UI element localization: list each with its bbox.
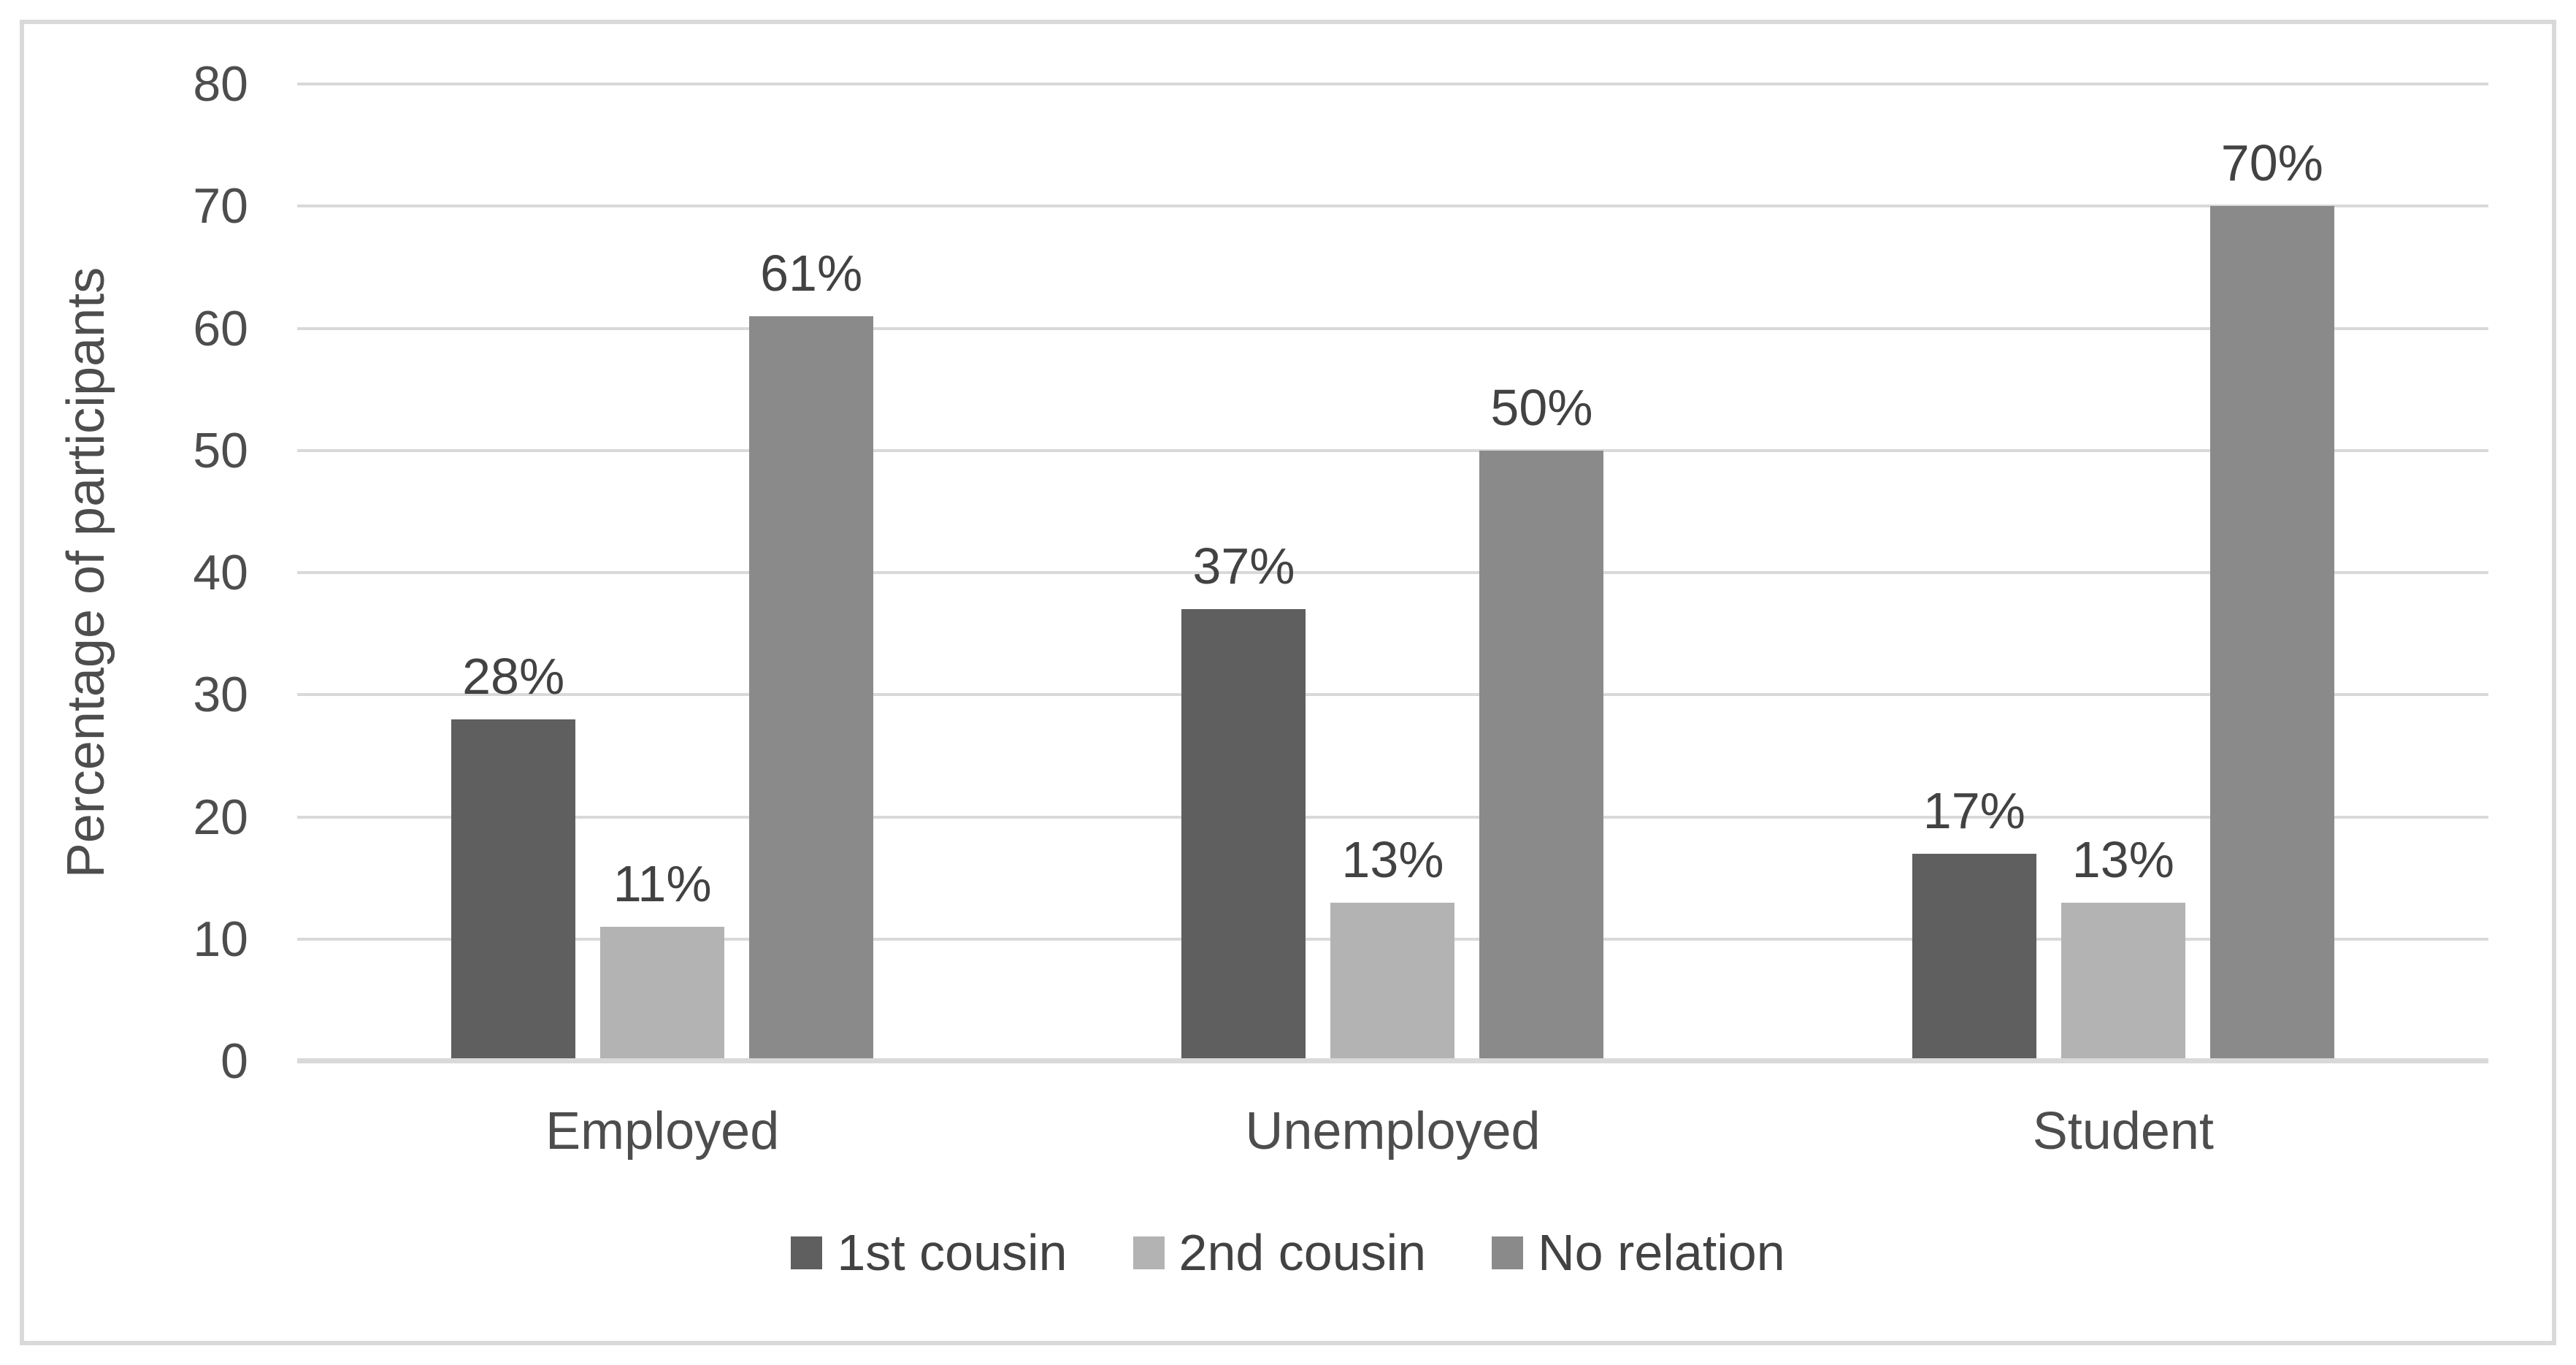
legend: 1st cousin 2nd cousin No relation <box>0 1218 2576 1287</box>
bar-wrap: 61% <box>749 84 874 1061</box>
legend-label: 2nd cousin <box>1178 1224 1427 1281</box>
bar-data-label: 50% <box>1490 378 1593 436</box>
x-axis-category-label: Student <box>2032 1102 2214 1161</box>
bar-wrap: 50% <box>1479 84 1604 1061</box>
bar-wrap: 28% <box>451 84 576 1061</box>
bar <box>1479 450 1604 1061</box>
gridline <box>297 326 2488 330</box>
bar <box>1181 609 1306 1061</box>
legend-item: No relation <box>1492 1227 1785 1278</box>
x-axis-line <box>297 1058 2488 1063</box>
x-axis-category-label: Unemployed <box>1245 1102 1541 1161</box>
gridline <box>297 693 2488 697</box>
legend-label: No relation <box>1538 1224 1785 1281</box>
bar-data-label: 70% <box>2220 134 2323 192</box>
bar-wrap: 17% <box>1912 84 2036 1061</box>
legend-swatch <box>1492 1236 1524 1269</box>
bar <box>451 719 576 1061</box>
bar-groups: 28% 11% 61% 37% 13% 50% 17% 13% 70% <box>297 84 2488 1061</box>
chart-border <box>20 20 2556 1345</box>
bar-data-label: 13% <box>1341 830 1444 888</box>
bar-data-label: 28% <box>462 647 565 705</box>
bar <box>749 316 874 1061</box>
bar-wrap: 70% <box>2209 84 2334 1061</box>
y-tick-label: 80 <box>193 56 248 112</box>
gridline <box>297 204 2488 208</box>
plot-area: 0 10 20 30 40 50 60 70 80 28% 11% 61% 37% 13% 50% 17% 1… <box>193 59 2488 1158</box>
gridline <box>297 571 2488 574</box>
y-axis-title: Percentage of participants <box>57 267 115 879</box>
y-tick-label: 70 <box>193 178 248 234</box>
bar-wrap: 11% <box>600 84 725 1061</box>
bar-data-label: 37% <box>1192 538 1295 595</box>
legend-label: 1st cousin <box>837 1224 1067 1281</box>
bar-data-label: 17% <box>1923 781 2025 839</box>
bar-wrap: 37% <box>1181 84 1306 1061</box>
bar-data-label: 11% <box>613 855 712 913</box>
bar <box>1330 902 1455 1061</box>
x-axis-category-label: Employed <box>545 1102 780 1161</box>
y-tick-label: 40 <box>193 545 248 600</box>
gridline <box>297 448 2488 452</box>
y-tick-label: 10 <box>193 911 248 967</box>
gridline <box>297 83 2488 85</box>
bar <box>600 927 725 1061</box>
gridline <box>297 815 2488 819</box>
legend-item: 2nd cousin <box>1132 1224 1427 1281</box>
y-tick-label: 50 <box>193 422 248 478</box>
bar-group: 28% 11% 61% <box>297 84 1027 1061</box>
bar-wrap: 13% <box>2061 84 2185 1061</box>
bar-group: 17% 13% 70% <box>1758 84 2488 1061</box>
bar-wrap: 13% <box>1330 84 1455 1061</box>
bar-group: 37% 13% 50% <box>1027 84 1757 1061</box>
bar-data-label: 13% <box>2071 830 2174 888</box>
y-tick-label: 0 <box>221 1033 248 1089</box>
legend-swatch <box>791 1236 823 1269</box>
y-tick-label: 60 <box>193 300 248 356</box>
bar <box>1912 853 2036 1061</box>
bar-data-label: 61% <box>760 244 863 302</box>
legend-swatch <box>1132 1236 1165 1269</box>
bar <box>2061 902 2185 1061</box>
legend-item: 1st cousin <box>791 1227 1067 1278</box>
bar <box>2209 206 2334 1061</box>
y-tick-label: 30 <box>193 667 248 723</box>
y-tick-label: 20 <box>193 789 248 845</box>
